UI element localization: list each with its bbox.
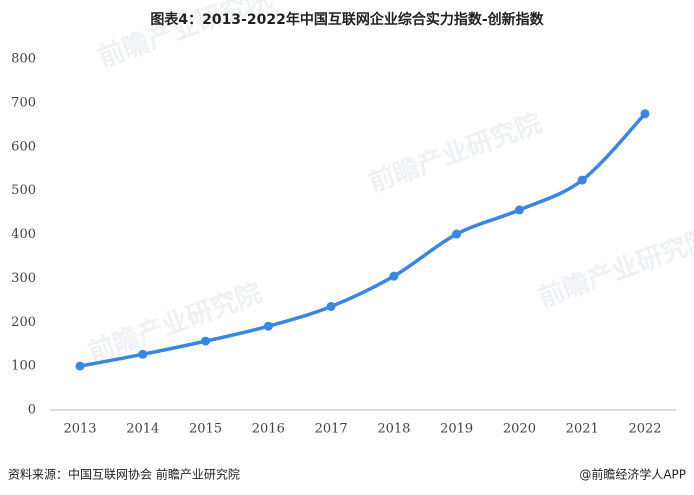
point <box>326 301 336 311</box>
point <box>201 336 211 346</box>
y-tick-label: 500 <box>11 183 36 198</box>
point <box>138 349 148 359</box>
y-tick-label: 400 <box>11 227 36 242</box>
watermark: 前瞻产业研究院 <box>364 107 546 198</box>
point <box>640 109 650 119</box>
x-tick-label: 2022 <box>628 422 661 437</box>
y-tick-label: 700 <box>11 95 36 110</box>
y-tick-label: 100 <box>11 359 36 374</box>
source: 资料来源：中国互联网协会 前瞻产业研究院 <box>8 467 240 482</box>
y-tick-label: 800 <box>11 52 36 67</box>
x-tick-label: 2015 <box>189 422 222 437</box>
x-tick-label: 2021 <box>566 422 599 437</box>
point <box>514 205 524 215</box>
x-tick-label: 2013 <box>63 422 96 437</box>
point <box>75 361 85 371</box>
watermark: 前瞻产业研究院 <box>534 222 694 313</box>
x-tick-label: 2018 <box>377 422 410 437</box>
watermark: 前瞻产业研究院 <box>84 277 266 368</box>
y-tick-label: 600 <box>11 139 36 154</box>
x-tick-label: 2019 <box>440 422 473 437</box>
x-tick-label: 2016 <box>252 422 285 437</box>
y-tick-label: 300 <box>11 271 36 286</box>
credit: @前瞻经济学人APP <box>579 467 686 482</box>
y-tick-label: 200 <box>11 315 36 330</box>
point <box>263 321 273 331</box>
point <box>452 229 462 239</box>
point <box>577 175 587 185</box>
x-tick-label: 2020 <box>503 422 536 437</box>
point <box>389 271 399 281</box>
line <box>78 112 647 368</box>
x-tick-label: 2017 <box>315 422 348 437</box>
chart-title: 图表4：2013-2022年中国互联网企业综合实力指数-创新指数 <box>150 11 544 28</box>
y-tick-label: 0 <box>28 403 36 418</box>
x-tick-label: 2014 <box>126 422 159 437</box>
